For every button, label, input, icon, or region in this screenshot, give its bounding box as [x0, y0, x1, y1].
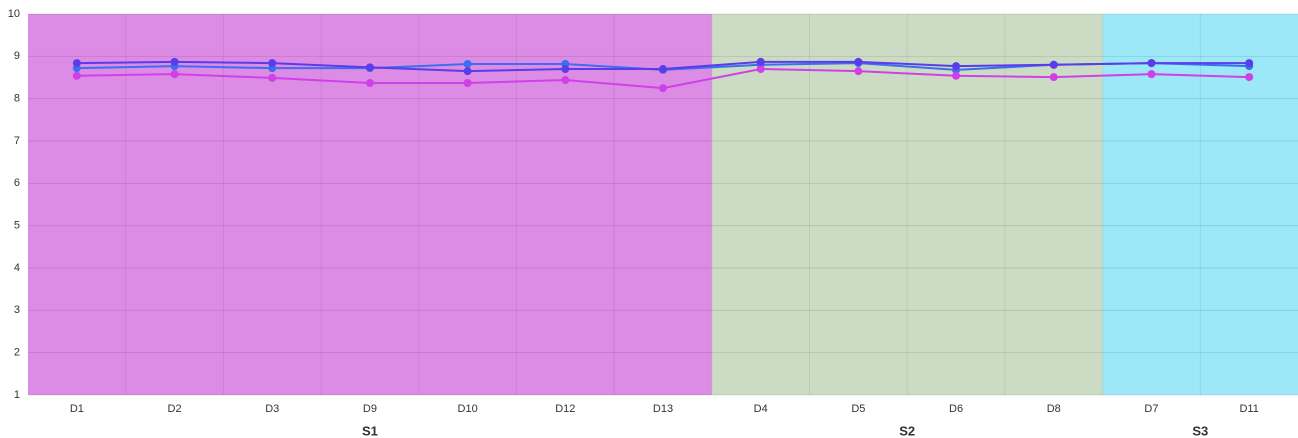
y-tick-label: 4 — [14, 262, 20, 274]
y-tick-label: 1 — [14, 389, 20, 401]
y-tick-label: 9 — [14, 50, 20, 62]
point — [170, 57, 179, 66]
point — [756, 57, 765, 66]
point — [72, 59, 81, 68]
point — [463, 59, 472, 68]
x-tick-label: D12 — [555, 403, 575, 415]
point — [463, 79, 472, 88]
y-tick-label: 5 — [14, 220, 20, 232]
group-label: S1 — [362, 423, 378, 438]
point — [463, 67, 472, 76]
x-tick-label: D9 — [363, 403, 377, 415]
point — [1147, 70, 1156, 79]
point — [952, 62, 961, 71]
x-tick-label: D7 — [1144, 403, 1158, 415]
point — [854, 57, 863, 66]
point — [268, 59, 277, 68]
point — [659, 65, 667, 74]
point — [365, 63, 374, 72]
y-tick-label: 6 — [14, 177, 20, 189]
group-band — [28, 14, 712, 395]
x-tick-label: D2 — [168, 403, 182, 415]
x-tick-label: D8 — [1047, 403, 1061, 415]
point — [170, 70, 179, 79]
group-label: S2 — [899, 423, 915, 438]
y-tick-label: 7 — [14, 135, 20, 147]
x-tick-label: D10 — [458, 403, 478, 415]
point — [561, 76, 570, 85]
point — [1147, 59, 1156, 68]
point — [659, 84, 667, 93]
point — [561, 65, 570, 74]
x-tick-label: D11 — [1239, 403, 1258, 415]
point — [1245, 59, 1254, 68]
group-label: S3 — [1192, 423, 1208, 438]
y-tick-label: 3 — [14, 304, 20, 316]
x-tick-label: D1 — [70, 403, 84, 415]
point — [268, 73, 277, 82]
point — [854, 67, 863, 76]
x-tick-label: D3 — [265, 403, 279, 415]
y-tick-label: 2 — [14, 347, 20, 359]
point — [365, 79, 374, 88]
y-tick-label: 8 — [14, 93, 20, 105]
x-tick-label: D6 — [949, 403, 963, 415]
point — [1245, 73, 1254, 82]
point — [1049, 73, 1058, 82]
point — [1049, 60, 1058, 69]
group-band — [1102, 14, 1298, 395]
point — [952, 71, 961, 80]
point — [72, 71, 81, 80]
point — [756, 65, 765, 74]
x-tick-label: D5 — [851, 403, 865, 415]
x-tick-label: D4 — [754, 403, 768, 415]
x-tick-label: D13 — [653, 403, 673, 415]
y-tick-label: 10 — [8, 8, 20, 20]
